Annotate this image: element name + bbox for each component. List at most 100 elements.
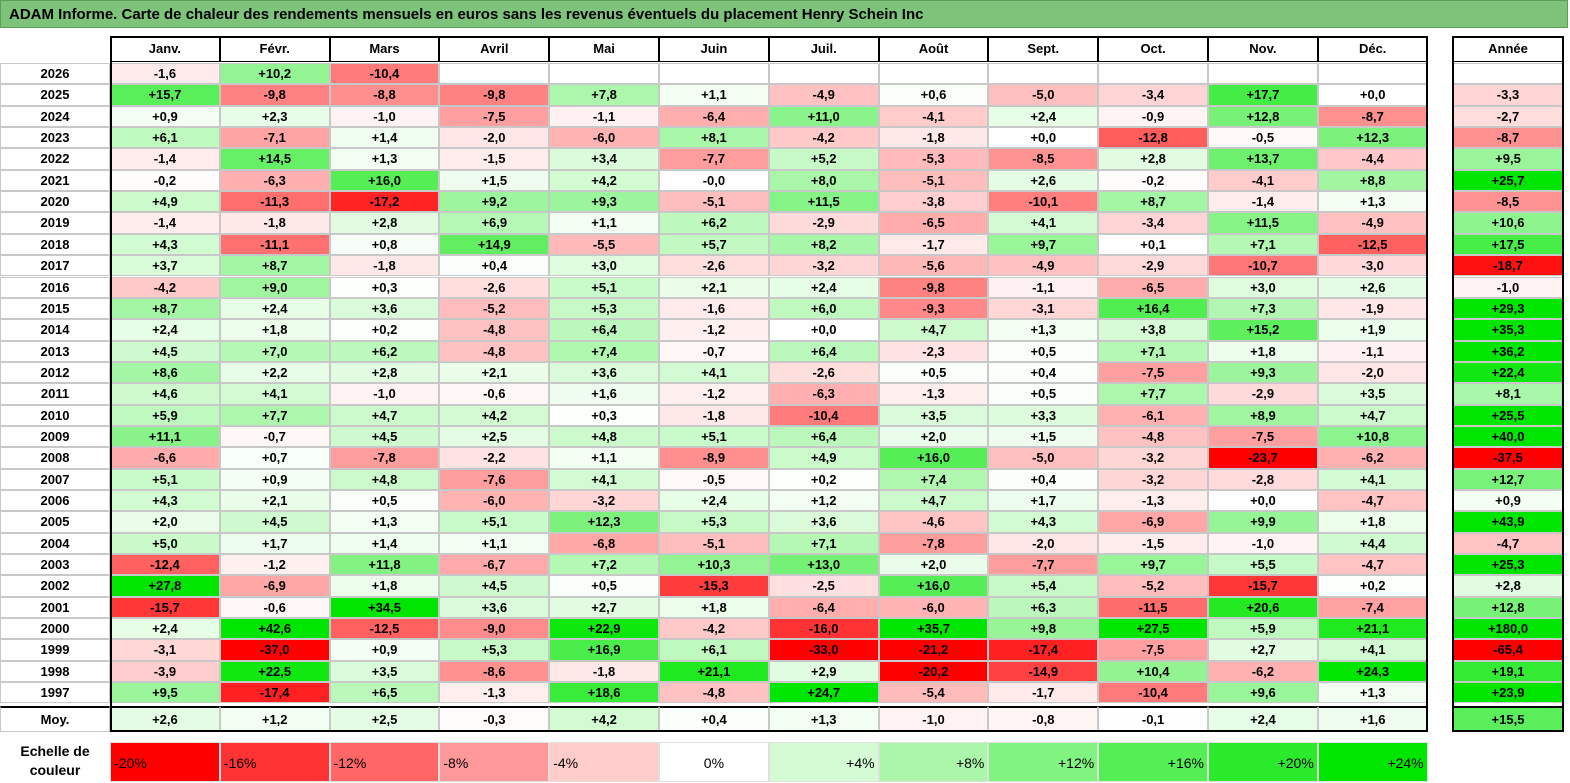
heatmap-cell: +12,3 [1317,127,1428,149]
heatmap-cell: +4,8 [329,468,440,490]
heatmap-cell: -0,5 [1208,127,1318,149]
heatmap-cell: +34,5 [329,596,440,619]
heatmap-cell: -3,9 [110,660,220,683]
heatmap-cell: -3,8 [878,191,989,213]
heatmap-cell: +4,6 [110,383,220,405]
heatmap-cell: +6,4 [549,319,659,341]
heatmap-cell: +35,7 [878,618,989,640]
heatmap-cell [878,63,989,85]
heatmap-cell: +12,8 [1208,105,1318,128]
heatmap-cell: -1,2 [659,319,769,341]
heatmap-cell: -33,0 [768,639,879,661]
annual-cell: +29,3 [1452,297,1564,320]
heatmap-cell: +2,2 [219,361,330,384]
heatmap-cell: -15,7 [1208,575,1318,597]
heatmap-cell: -1,0 [1208,532,1318,555]
annual-cell: +12,7 [1452,468,1564,490]
year-label: 2016 [0,276,110,298]
heatmap-cell: +5,9 [1208,618,1318,640]
heatmap-cell: +1,3 [1317,191,1428,213]
heatmap-cell: -7,7 [988,554,1099,576]
heatmap-cell: +0,0 [988,127,1099,149]
heatmap-cell: +3,0 [1208,276,1318,298]
heatmap-cell: +13,7 [1208,148,1318,170]
heatmap-cell: +20,6 [1208,596,1318,619]
heatmap-cell: +1,1 [549,212,659,234]
average-cell: +1,2 [219,705,330,732]
heatmap-cell: -7,5 [1098,361,1208,384]
heatmap-cell: +27,5 [1098,618,1208,640]
average-cell: -0,1 [1098,705,1208,732]
heatmap-cell: -4,8 [1098,425,1208,448]
heatmap-cell: -1,6 [110,63,220,85]
heatmap-cell: +9,9 [1208,511,1318,533]
annual-cell: +9,5 [1452,148,1564,170]
heatmap-cell: -3,2 [549,490,659,512]
heatmap-cell: +21,1 [659,660,769,683]
annual-cell: -1,0 [1452,276,1564,298]
heatmap-cell: -5,0 [988,84,1099,106]
year-label: 2018 [0,233,110,256]
heatmap-cell: +3,6 [768,511,879,533]
year-label: 1997 [0,682,110,704]
annual-cell: +19,1 [1452,660,1564,683]
heatmap-cell: -1,2 [219,554,330,576]
heatmap-cell: +10,2 [219,63,330,85]
heatmap-cell: +1,4 [329,532,440,555]
heatmap-cell: -6,2 [1208,660,1318,683]
heatmap-cell: -1,4 [110,148,220,170]
heatmap-cell: +4,1 [1317,468,1428,490]
heatmap-cell: -8,9 [659,447,769,469]
heatmap-cell: +42,6 [219,618,330,640]
heatmap-cell: -5,0 [988,447,1099,469]
heatmap-cell: -11,1 [219,233,330,256]
heatmap-cell: +5,9 [110,404,220,426]
annual-cell: +25,7 [1452,169,1564,192]
year-label: 2020 [0,191,110,213]
heatmap-cell: -12,8 [1098,127,1208,149]
heatmap-cell: +0,0 [1317,84,1428,106]
heatmap-cell: +9,6 [1208,682,1318,704]
heatmap-cell: -0,9 [1098,105,1208,128]
heatmap-cell: -7,6 [439,468,550,490]
heatmap-cell: +17,7 [1208,84,1318,106]
heatmap-cell: +5,3 [659,511,769,533]
heatmap-cell: +7,7 [1098,383,1208,405]
heatmap-cell: +5,7 [659,233,769,256]
heatmap-cell: +8,1 [659,127,769,149]
heatmap-cell: +1,6 [549,383,659,405]
heatmap-cell: +1,8 [659,596,769,619]
heatmap-cell: +16,0 [878,575,989,597]
annual-cell: +10,6 [1452,212,1564,234]
heatmap-cell: -1,8 [329,255,440,277]
year-label: 2026 [0,63,110,85]
heatmap-cell: +3,3 [988,404,1099,426]
heatmap-cell: -1,1 [988,276,1099,298]
heatmap-cell: +3,4 [549,148,659,170]
heatmap-cell: +0,2 [768,468,879,490]
annual-cell: +43,9 [1452,511,1564,533]
heatmap-cell: -7,5 [1098,639,1208,661]
heatmap-cell: +0,5 [988,340,1099,362]
heatmap-cell: -12,5 [1317,233,1428,256]
heatmap-cell: -4,7 [1317,490,1428,512]
heatmap-cell: -2,6 [768,361,879,384]
heatmap-cell: +0,5 [988,383,1099,405]
heatmap-cell: +5,1 [439,511,550,533]
heatmap-cell: +1,1 [659,84,769,106]
heatmap-cell: +7,4 [878,468,989,490]
legend-swatch: +12% [988,742,1099,782]
heatmap-cell: -11,3 [219,191,330,213]
heatmap-cell: +11,1 [110,425,220,448]
month-header: Avril [439,36,550,62]
heatmap-cell: +18,6 [549,682,659,704]
heatmap-cell: -0,7 [219,425,330,448]
heatmap-cell: +8,0 [768,169,879,192]
heatmap-cell: -2,0 [439,127,550,149]
heatmap-cell: +0,1 [1098,233,1208,256]
heatmap-cell: -1,7 [988,682,1099,704]
heatmap-cell: +1,5 [439,169,550,192]
heatmap-cell: +4,5 [110,340,220,362]
heatmap-cell: +16,0 [878,447,989,469]
heatmap-cell: +2,8 [1098,148,1208,170]
